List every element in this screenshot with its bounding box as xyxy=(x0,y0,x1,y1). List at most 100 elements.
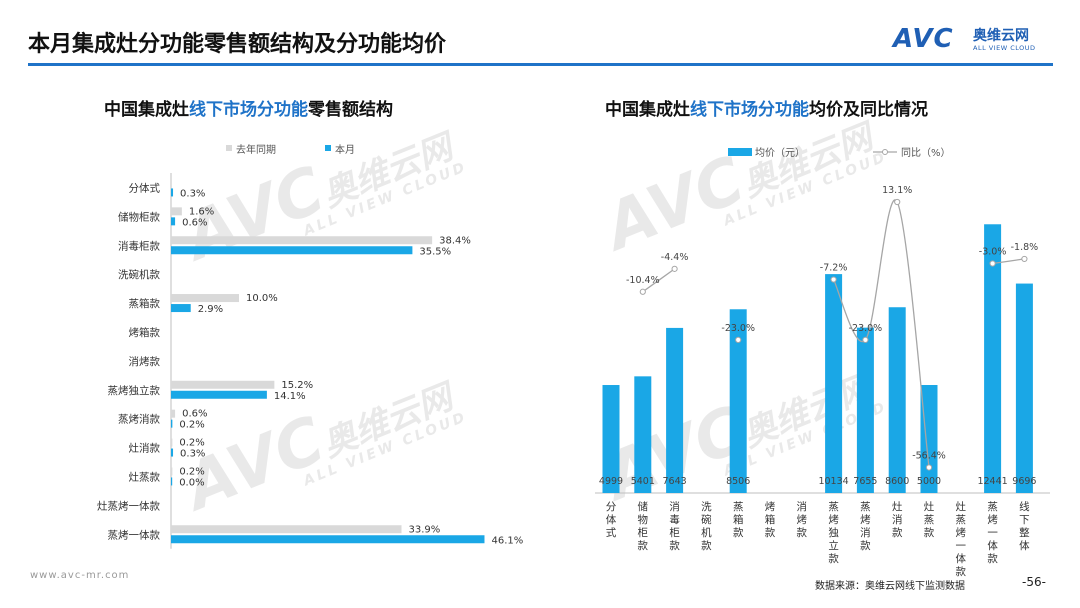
category-label: 灶消款 xyxy=(129,442,161,455)
price-label: 8506 xyxy=(726,476,750,487)
bar-current xyxy=(171,304,191,313)
data-label-prior: 33.9% xyxy=(409,524,441,535)
price-bar xyxy=(920,385,938,493)
category-label: 灶蒸款 xyxy=(924,500,935,539)
footer-source: 数据来源：奥维云网线下监测数据 xyxy=(815,581,965,592)
price-label: 10134 xyxy=(818,476,848,487)
logo-cn: 奥维云网 xyxy=(973,28,1029,44)
category-label: 储物柜款 xyxy=(118,210,160,223)
bar-current xyxy=(171,246,413,255)
header-rule xyxy=(28,63,1053,66)
bar-current xyxy=(171,448,174,457)
category-label: 蒸烤独立款 xyxy=(828,501,839,565)
bar-prior xyxy=(171,409,176,418)
yoy-label: -3.0% xyxy=(979,247,1007,258)
data-label-current: 35.5% xyxy=(419,246,451,257)
yoy-marker xyxy=(894,198,901,206)
category-label: 消烤款 xyxy=(129,355,161,368)
price-bar xyxy=(602,385,620,493)
footer-url: www.avc-mr.com xyxy=(30,570,130,581)
legend-label-price: 均价（元） xyxy=(755,147,805,159)
price-bar xyxy=(1015,283,1033,493)
bar-current xyxy=(171,217,176,226)
yoy-marker xyxy=(671,265,678,272)
category-label: 蒸烤消款 xyxy=(860,501,871,552)
bar-current xyxy=(171,188,174,197)
data-label-prior: 0.2% xyxy=(179,438,204,449)
category-label: 分体式 xyxy=(129,181,161,194)
price-label: 7643 xyxy=(663,476,687,487)
category-label: 灶蒸烤一体款 xyxy=(97,499,160,512)
category-label: 蒸箱款 xyxy=(733,501,744,539)
category-label: 蒸烤独立款 xyxy=(108,384,161,397)
bar-current xyxy=(171,419,173,428)
price-bar xyxy=(634,376,652,493)
yoy-label: -23.0% xyxy=(849,323,883,334)
category-label: 分体式 xyxy=(606,501,617,539)
data-label-current: 0.2% xyxy=(179,420,204,431)
category-label: 消烤款 xyxy=(797,500,808,539)
price-bar xyxy=(666,327,684,493)
bar-prior xyxy=(171,236,433,245)
bar-current xyxy=(171,390,267,399)
data-label-current: 0.6% xyxy=(182,217,207,228)
data-label-current: 46.1% xyxy=(491,535,523,546)
price-bar xyxy=(825,274,843,493)
yoy-label: -10.4% xyxy=(626,275,660,286)
yoy-line xyxy=(833,199,930,468)
page-number: -56- xyxy=(1022,575,1046,589)
data-label-prior: 0.6% xyxy=(182,409,207,420)
yoy-marker xyxy=(830,276,837,283)
category-label: 蒸烤一体款 xyxy=(108,528,161,541)
bar-current xyxy=(171,535,485,544)
category-label: 线下整体 xyxy=(1019,500,1030,552)
legend-swatch-current xyxy=(325,145,331,151)
yoy-label: -56.4% xyxy=(912,450,946,461)
price-label: 12441 xyxy=(977,476,1007,487)
price-label: 8600 xyxy=(885,476,909,487)
yoy-marker xyxy=(989,260,996,267)
left-chart-title: 中国集成灶线下市场分功能零售额结构 xyxy=(104,100,393,120)
bar-current xyxy=(171,477,173,486)
yoy-marker xyxy=(862,336,869,344)
category-label: 灶消款 xyxy=(892,500,903,539)
data-label-current: 0.0% xyxy=(179,477,204,488)
legend-label-current: 本月 xyxy=(335,143,355,156)
bar-prior xyxy=(171,467,173,476)
category-label: 烤箱款 xyxy=(765,500,776,539)
category-label: 洗碗机款 xyxy=(118,268,160,281)
data-label-current: 14.1% xyxy=(274,391,306,402)
price-label: 9696 xyxy=(1012,476,1036,487)
category-label: 灶蒸款 xyxy=(129,470,161,483)
legend-marker-yoy xyxy=(882,149,888,155)
category-label: 烤箱款 xyxy=(129,326,161,339)
page-title: 本月集成灶分功能零售额结构及分功能均价 xyxy=(28,32,447,57)
data-label-prior: 0.2% xyxy=(179,466,204,477)
yoy-marker xyxy=(1021,255,1028,263)
category-label: 储物柜款 xyxy=(638,500,649,552)
yoy-label: -1.8% xyxy=(1011,242,1039,253)
yoy-label: -7.2% xyxy=(820,263,848,274)
category-label: 消毒柜款 xyxy=(118,239,160,252)
price-label: 4999 xyxy=(599,476,623,487)
category-label: 蒸箱款 xyxy=(129,297,161,310)
yoy-label: 13.1% xyxy=(882,185,912,196)
avc-logo: AVC 奥维云网 ALL VIEW CLOUD xyxy=(893,24,1058,54)
category-label: 洗碗机款 xyxy=(701,501,712,552)
legend-label-yoy: 同比（%） xyxy=(901,147,951,159)
data-label-current: 0.3% xyxy=(180,188,205,199)
data-label-current: 0.3% xyxy=(180,449,205,460)
data-label-current: 2.9% xyxy=(198,304,223,315)
yoy-marker xyxy=(639,288,646,295)
data-label-prior: 15.2% xyxy=(281,380,313,391)
yoy-label: -4.4% xyxy=(661,252,689,263)
yoy-marker xyxy=(925,464,933,471)
data-label-prior: 10.0% xyxy=(246,293,278,304)
price-label: 5000 xyxy=(917,476,941,487)
data-label-prior: 38.4% xyxy=(439,235,471,246)
price-bar xyxy=(729,309,747,493)
yoy-marker xyxy=(735,336,742,344)
logo-en: ALL VIEW CLOUD xyxy=(973,44,1036,52)
